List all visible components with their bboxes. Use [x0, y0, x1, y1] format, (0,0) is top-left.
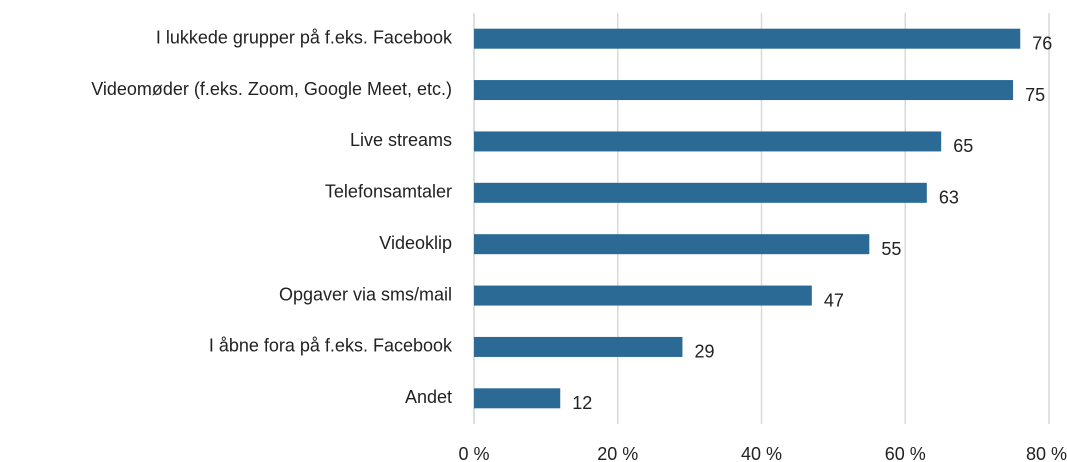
y-tick-label: Telefonsamtaler [325, 182, 452, 202]
bar [474, 388, 561, 409]
x-tick-label: 60 % [885, 444, 926, 462]
bar [474, 336, 683, 357]
bar [474, 28, 1021, 49]
value-label: 65 [953, 136, 973, 156]
value-label: 55 [881, 239, 901, 259]
y-tick-label: I lukkede grupper på f.eks. Facebook [156, 27, 453, 47]
y-tick-label: Live streams [350, 130, 452, 150]
y-tick-label: I åbne fora på f.eks. Facebook [209, 336, 453, 356]
y-tick-label: Opgaver via sms/mail [279, 284, 452, 304]
bar [474, 131, 942, 152]
x-tick-label: 20 % [597, 444, 638, 462]
value-label: 63 [939, 188, 959, 208]
value-label: 76 [1032, 33, 1052, 53]
bar [474, 234, 870, 255]
x-tick-label: 40 % [741, 444, 782, 462]
bar [474, 285, 812, 306]
x-tick-label: 80 % [1026, 444, 1067, 462]
bar [474, 80, 1014, 101]
value-label: 75 [1025, 85, 1045, 105]
y-tick-label: Videomøder (f.eks. Zoom, Google Meet, et… [91, 79, 452, 99]
bar [474, 182, 927, 203]
y-tick-label: Andet [405, 387, 452, 407]
value-label: 12 [572, 393, 592, 413]
y-tick-label: Videoklip [379, 233, 452, 253]
value-label: 47 [824, 290, 844, 310]
value-label: 29 [694, 342, 714, 362]
x-tick-label: 0 % [458, 444, 489, 462]
